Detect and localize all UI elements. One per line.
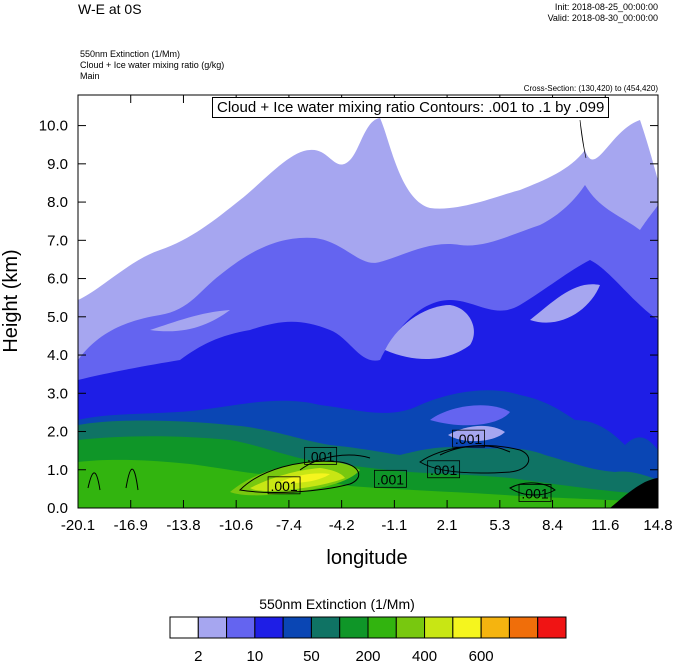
field-level-10 (280, 473, 330, 483)
y-tick-label: 0.0 (47, 500, 68, 517)
x-tick-label: -20.1 (61, 517, 95, 534)
contour-label-box (518, 484, 552, 502)
terrain (610, 478, 658, 508)
contour-info-box: Cloud + Ice water mixing ratio Contours:… (212, 97, 610, 118)
y-tick-label: 8.0 (47, 194, 68, 211)
field-level-2b (150, 310, 230, 332)
colorbar-swatch (452, 616, 482, 639)
field-level-7 (78, 459, 658, 508)
x-tick-label: -1.1 (381, 517, 407, 534)
x-tick-label: -7.4 (276, 517, 302, 534)
valid-time: Valid: 2018-08-30_00:00:00 (547, 13, 658, 23)
x-tick-label: 14.8 (643, 517, 672, 534)
cross-section-label: Cross-Section: (130,420) to (454,420) (523, 84, 658, 93)
colorbar-swatch (169, 616, 199, 639)
x-tick-label: -13.8 (166, 517, 200, 534)
x-tick-label: -4.2 (329, 517, 355, 534)
colorbar-swatch (424, 616, 454, 639)
colorbar-swatch (508, 616, 539, 639)
y-tick-label: 4.0 (47, 347, 68, 364)
extinction-field (78, 95, 658, 508)
y-tick-label: 3.0 (47, 385, 68, 402)
colorbar-swatch (254, 616, 284, 639)
colorbar: 2 10 50 200 400 600 (169, 616, 567, 665)
colorbar-swatch (226, 616, 256, 639)
contour-label: .001 (430, 462, 457, 478)
x-tick-label: -16.9 (114, 517, 148, 534)
colorbar-label: 2 (194, 648, 202, 665)
init-time: Init: 2018-08-25_00:00:00 (554, 2, 658, 12)
contour-label: .001 (455, 431, 482, 447)
colorbar-swatch (197, 616, 228, 639)
contour-label-layer: .001 .001 .001 .001 .001 .001 (267, 429, 552, 502)
contour-label-box (267, 476, 301, 495)
x-tick-label: 2.1 (437, 517, 458, 534)
x-axis-title: longitude (326, 547, 407, 569)
subtitle-field-3: Main (80, 71, 100, 81)
y-tick-label: 1.0 (47, 462, 68, 479)
subtitle-field-2: Cloud + Ice water mixing ratio (g/kg) (80, 60, 225, 70)
colorbar-title: 550nm Extinction (1/Mm) (259, 596, 415, 612)
colorbar-swatch (537, 616, 567, 639)
x-tick-label: 5.3 (489, 517, 510, 534)
field-level-3b (430, 405, 510, 426)
contour-label-box (304, 446, 338, 465)
colorbar-label: 10 (247, 648, 264, 665)
colorbar-label: 400 (412, 648, 437, 665)
colorbar-swatch (480, 616, 510, 639)
contour-label: .001 (521, 485, 548, 501)
colorbar-swatch (367, 616, 397, 639)
colorbar-swatch (282, 616, 312, 639)
contour-label: .001 (377, 471, 404, 487)
y-tick-label: 2.0 (47, 424, 68, 441)
contour-label: .001 (307, 448, 334, 464)
contour-label-box (374, 469, 407, 488)
cloud-contour-lines (87, 445, 556, 496)
colorbar-label: 50 (303, 648, 320, 665)
colorbar-swatch (395, 616, 426, 639)
y-tick-label: 9.0 (47, 156, 68, 173)
contour-label-box (427, 460, 461, 479)
x-tick-label: 8.4 (542, 517, 563, 534)
contour-label-box (452, 429, 485, 448)
y-tick-label: 6.0 (47, 271, 68, 288)
field-level-1b (448, 425, 505, 442)
subtitle-field-1: 550nm Extinction (1/Mm) (80, 49, 181, 59)
colorbar-swatch (310, 616, 341, 639)
white-cloud-sliver (579, 119, 587, 159)
colorbar-label: 600 (469, 648, 494, 665)
y-axis-title: Height (km) (0, 249, 22, 352)
plot-title: W-E at 0S (78, 1, 142, 17)
colorbar-swatch (339, 616, 369, 639)
field-level-2c (385, 305, 474, 360)
field-level-2d (530, 284, 600, 323)
y-tick-label: 5.0 (47, 309, 68, 326)
x-tick-label: -10.6 (219, 517, 253, 534)
plot-frame (77, 94, 659, 509)
x-tick-label: 11.6 (591, 517, 619, 534)
contour-label: .001 (270, 478, 297, 494)
y-tick-label: 7.0 (47, 232, 68, 249)
x-axis: -20.1 -16.9 -13.8 -10.6 -7.4 -4.2 -1.1 2.1 5.3 8.… (61, 95, 673, 534)
colorbar-label: 200 (355, 648, 380, 665)
y-tick-label: 10.0 (39, 118, 68, 135)
y-axis: 0.0 1.0 2.0 3.0 4.0 5.0 6.0 7.0 8.0 9.0 10.0 (39, 118, 658, 517)
